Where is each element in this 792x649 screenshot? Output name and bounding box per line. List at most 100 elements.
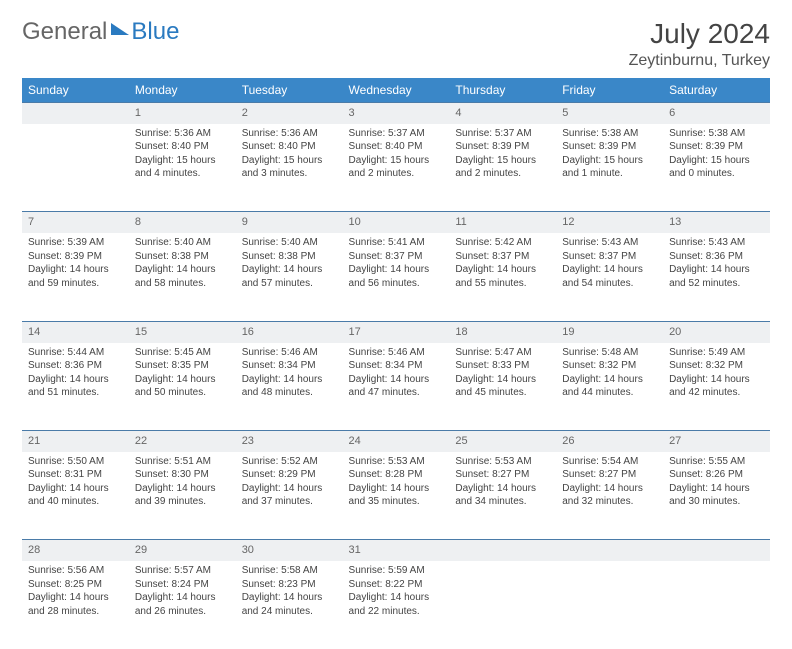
daylight-line: Daylight: 15 hours and 1 minute.	[562, 154, 657, 181]
sunset-line: Sunset: 8:39 PM	[28, 250, 123, 264]
day-content-cell: Sunrise: 5:37 AMSunset: 8:40 PMDaylight:…	[343, 124, 450, 212]
sunset-line: Sunset: 8:31 PM	[28, 468, 123, 482]
sunrise-line: Sunrise: 5:42 AM	[455, 236, 550, 250]
day-number-cell: 2	[236, 103, 343, 124]
day-number-cell: 13	[663, 212, 770, 233]
day-content-cell	[663, 561, 770, 649]
sunset-line: Sunset: 8:26 PM	[669, 468, 764, 482]
day-number-cell: 29	[129, 540, 236, 561]
sunrise-line: Sunrise: 5:45 AM	[135, 346, 230, 360]
day-content-cell: Sunrise: 5:52 AMSunset: 8:29 PMDaylight:…	[236, 452, 343, 540]
daylight-line: Daylight: 14 hours and 51 minutes.	[28, 373, 123, 400]
day-number-cell	[22, 103, 129, 124]
day-content-cell: Sunrise: 5:43 AMSunset: 8:36 PMDaylight:…	[663, 233, 770, 321]
daylight-line: Daylight: 14 hours and 56 minutes.	[349, 263, 444, 290]
day-header: Monday	[129, 78, 236, 103]
sunset-line: Sunset: 8:24 PM	[135, 578, 230, 592]
day-number-cell: 5	[556, 103, 663, 124]
brand-logo: General Blue	[22, 18, 179, 46]
day-content-cell: Sunrise: 5:47 AMSunset: 8:33 PMDaylight:…	[449, 343, 556, 431]
day-content-cell: Sunrise: 5:46 AMSunset: 8:34 PMDaylight:…	[343, 343, 450, 431]
sunrise-line: Sunrise: 5:53 AM	[455, 455, 550, 469]
day-content-cell: Sunrise: 5:38 AMSunset: 8:39 PMDaylight:…	[556, 124, 663, 212]
day-header: Wednesday	[343, 78, 450, 103]
sunset-line: Sunset: 8:35 PM	[135, 359, 230, 373]
daylight-line: Daylight: 15 hours and 2 minutes.	[455, 154, 550, 181]
sunrise-line: Sunrise: 5:52 AM	[242, 455, 337, 469]
day-content-cell: Sunrise: 5:36 AMSunset: 8:40 PMDaylight:…	[236, 124, 343, 212]
day-number-cell: 19	[556, 321, 663, 342]
daylight-line: Daylight: 14 hours and 40 minutes.	[28, 482, 123, 509]
sunset-line: Sunset: 8:40 PM	[349, 140, 444, 154]
sunset-line: Sunset: 8:40 PM	[135, 140, 230, 154]
day-number-cell: 25	[449, 431, 556, 452]
sunset-line: Sunset: 8:25 PM	[28, 578, 123, 592]
daylight-line: Daylight: 15 hours and 2 minutes.	[349, 154, 444, 181]
day-header: Sunday	[22, 78, 129, 103]
sunset-line: Sunset: 8:33 PM	[455, 359, 550, 373]
month-title: July 2024	[629, 18, 770, 50]
sunrise-line: Sunrise: 5:46 AM	[349, 346, 444, 360]
sunset-line: Sunset: 8:34 PM	[349, 359, 444, 373]
day-number-cell: 21	[22, 431, 129, 452]
sunset-line: Sunset: 8:38 PM	[135, 250, 230, 264]
day-number-cell	[663, 540, 770, 561]
daylight-line: Daylight: 15 hours and 3 minutes.	[242, 154, 337, 181]
sunrise-line: Sunrise: 5:54 AM	[562, 455, 657, 469]
sunset-line: Sunset: 8:39 PM	[669, 140, 764, 154]
sunset-line: Sunset: 8:22 PM	[349, 578, 444, 592]
sunset-line: Sunset: 8:40 PM	[242, 140, 337, 154]
day-content-cell: Sunrise: 5:37 AMSunset: 8:39 PMDaylight:…	[449, 124, 556, 212]
day-number-cell: 24	[343, 431, 450, 452]
day-content-cell: Sunrise: 5:59 AMSunset: 8:22 PMDaylight:…	[343, 561, 450, 649]
day-content-cell: Sunrise: 5:40 AMSunset: 8:38 PMDaylight:…	[129, 233, 236, 321]
sunrise-line: Sunrise: 5:39 AM	[28, 236, 123, 250]
sunset-line: Sunset: 8:27 PM	[562, 468, 657, 482]
day-number-cell: 15	[129, 321, 236, 342]
sunrise-line: Sunrise: 5:43 AM	[562, 236, 657, 250]
day-content-cell: Sunrise: 5:46 AMSunset: 8:34 PMDaylight:…	[236, 343, 343, 431]
daylight-line: Daylight: 14 hours and 45 minutes.	[455, 373, 550, 400]
day-content-cell: Sunrise: 5:38 AMSunset: 8:39 PMDaylight:…	[663, 124, 770, 212]
day-number-cell: 7	[22, 212, 129, 233]
daylight-line: Daylight: 14 hours and 28 minutes.	[28, 591, 123, 618]
sunrise-line: Sunrise: 5:40 AM	[242, 236, 337, 250]
sunrise-line: Sunrise: 5:36 AM	[135, 127, 230, 141]
sunrise-line: Sunrise: 5:53 AM	[349, 455, 444, 469]
day-number-cell: 14	[22, 321, 129, 342]
day-content-row: Sunrise: 5:50 AMSunset: 8:31 PMDaylight:…	[22, 452, 770, 540]
sunrise-line: Sunrise: 5:37 AM	[455, 127, 550, 141]
day-content-row: Sunrise: 5:39 AMSunset: 8:39 PM Daylight:…	[22, 233, 770, 321]
location: Zeytinburnu, Turkey	[629, 52, 770, 70]
day-content-cell: Sunrise: 5:51 AMSunset: 8:30 PMDaylight:…	[129, 452, 236, 540]
sunrise-line: Sunrise: 5:38 AM	[562, 127, 657, 141]
sunset-line: Sunset: 8:29 PM	[242, 468, 337, 482]
day-number-row: 123456	[22, 103, 770, 124]
day-content-row: Sunrise: 5:44 AMSunset: 8:36 PMDaylight:…	[22, 343, 770, 431]
day-number-cell: 9	[236, 212, 343, 233]
day-content-cell: Sunrise: 5:48 AMSunset: 8:32 PMDaylight:…	[556, 343, 663, 431]
daylight-line: Daylight: 14 hours and 32 minutes.	[562, 482, 657, 509]
day-content-row: Sunrise: 5:56 AMSunset: 8:25 PMDaylight:…	[22, 561, 770, 649]
day-number-row: 21222324252627	[22, 431, 770, 452]
daylight-line: Daylight: 14 hours and 26 minutes.	[135, 591, 230, 618]
sunrise-line: Sunrise: 5:59 AM	[349, 564, 444, 578]
daylight-line: Daylight: 14 hours and 30 minutes.	[669, 482, 764, 509]
sunset-line: Sunset: 8:39 PM	[455, 140, 550, 154]
sunrise-line: Sunrise: 5:49 AM	[669, 346, 764, 360]
day-content-cell: Sunrise: 5:53 AMSunset: 8:28 PMDaylight:…	[343, 452, 450, 540]
sunset-line: Sunset: 8:23 PM	[242, 578, 337, 592]
day-content-cell: Sunrise: 5:54 AMSunset: 8:27 PMDaylight:…	[556, 452, 663, 540]
day-number-cell: 6	[663, 103, 770, 124]
day-content-cell: Sunrise: 5:43 AMSunset: 8:37 PMDaylight:…	[556, 233, 663, 321]
day-number-cell: 4	[449, 103, 556, 124]
day-content-cell: Sunrise: 5:58 AMSunset: 8:23 PMDaylight:…	[236, 561, 343, 649]
calendar-body: 123456Sunrise: 5:36 AMSunset: 8:40 PMDay…	[22, 103, 770, 649]
day-content-cell: Sunrise: 5:40 AMSunset: 8:38 PMDaylight:…	[236, 233, 343, 321]
sunrise-line: Sunrise: 5:55 AM	[669, 455, 764, 469]
header: General Blue July 2024 Zeytinburnu, Turk…	[22, 18, 770, 70]
sunrise-line: Sunrise: 5:44 AM	[28, 346, 123, 360]
day-number-cell: 30	[236, 540, 343, 561]
day-number-cell: 3	[343, 103, 450, 124]
sunrise-line: Sunrise: 5:57 AM	[135, 564, 230, 578]
